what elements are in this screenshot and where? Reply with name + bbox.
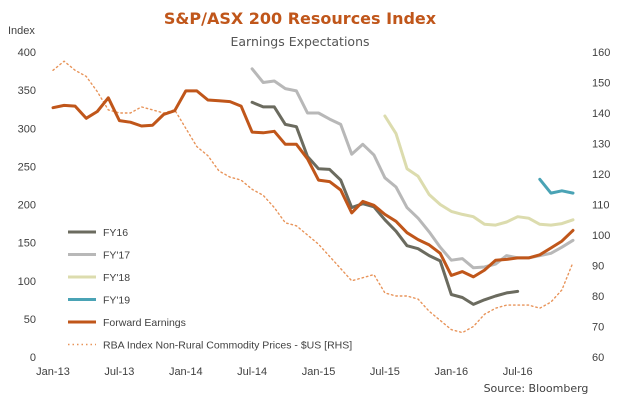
x-tick-label: Jan-16: [434, 366, 468, 378]
y-left-tick-label: 100: [18, 276, 36, 288]
chart-title: S&P/ASX 200 Resources Index: [164, 9, 437, 28]
series-line-forward: [51, 89, 575, 279]
y-left-tick-label: 50: [24, 314, 36, 326]
source-note: Source: Bloomberg: [484, 382, 589, 395]
x-tick-label: Jan-15: [302, 366, 336, 378]
x-tick-label: Jul-14: [237, 366, 267, 378]
y-axis-left: 0 50 100 150 200 250 300 350 400: [18, 47, 36, 364]
series-line-fy19: [538, 177, 575, 195]
y-right-tick-label: 130: [592, 139, 610, 151]
y-right-tick-label: 90: [592, 261, 604, 273]
y-right-tick-label: 140: [592, 108, 610, 120]
legend-label-fy18: FY'18: [103, 272, 130, 284]
y-axis-right: 60 70 80 90 100 110 120 130 140 150 160: [592, 47, 610, 364]
y-right-tick-label: 110: [592, 200, 610, 212]
x-tick-label: Jan-14: [169, 366, 203, 378]
legend: FY16 FY'17 FY'18 FY'19 Forward Earnings RBA I…: [68, 227, 352, 352]
legend-label-fy17: FY'17: [103, 250, 130, 262]
series-line-fy17: [250, 67, 575, 270]
series-line-fy16: [250, 100, 520, 306]
y-left-tick-label: 250: [18, 161, 36, 173]
y-right-tick-label: 160: [592, 47, 610, 59]
series-line-rba: [52, 60, 574, 334]
y-right-tick-label: 120: [592, 169, 610, 181]
x-axis: Jan-13 Jul-13 Jan-14 Jul-14 Jan-15 Jul-15 Jan-…: [36, 366, 532, 378]
series-line-fy18: [383, 114, 575, 227]
x-tick-label: Jul-13: [104, 366, 134, 378]
y-left-tick-label: 400: [18, 47, 36, 59]
legend-label-fy16: FY16: [103, 227, 128, 239]
y-right-tick-label: 100: [592, 230, 610, 242]
legend-label-fy19: FY'19: [103, 295, 130, 307]
chart-subtitle: Earnings Expectations: [230, 34, 369, 49]
y-right-tick-label: 70: [592, 322, 604, 334]
y-left-tick-label: 0: [30, 352, 36, 364]
y-left-tick-label: 350: [18, 85, 36, 97]
plot-area: [51, 60, 575, 334]
y-right-tick-label: 60: [592, 352, 604, 364]
y-axis-title: Index: [8, 25, 35, 37]
y-right-tick-label: 150: [592, 78, 610, 90]
legend-label-rba: RBA Index Non-Rural Commodity Prices - $…: [103, 340, 352, 352]
legend-label-forward: Forward Earnings: [103, 317, 186, 329]
y-left-tick-label: 150: [18, 238, 36, 250]
y-right-tick-label: 80: [592, 291, 604, 303]
x-tick-label: Jul-15: [370, 366, 400, 378]
x-tick-label: Jul-16: [503, 366, 533, 378]
y-left-tick-label: 300: [18, 123, 36, 135]
x-tick-label: Jan-13: [36, 366, 70, 378]
y-left-tick-label: 200: [18, 200, 36, 212]
